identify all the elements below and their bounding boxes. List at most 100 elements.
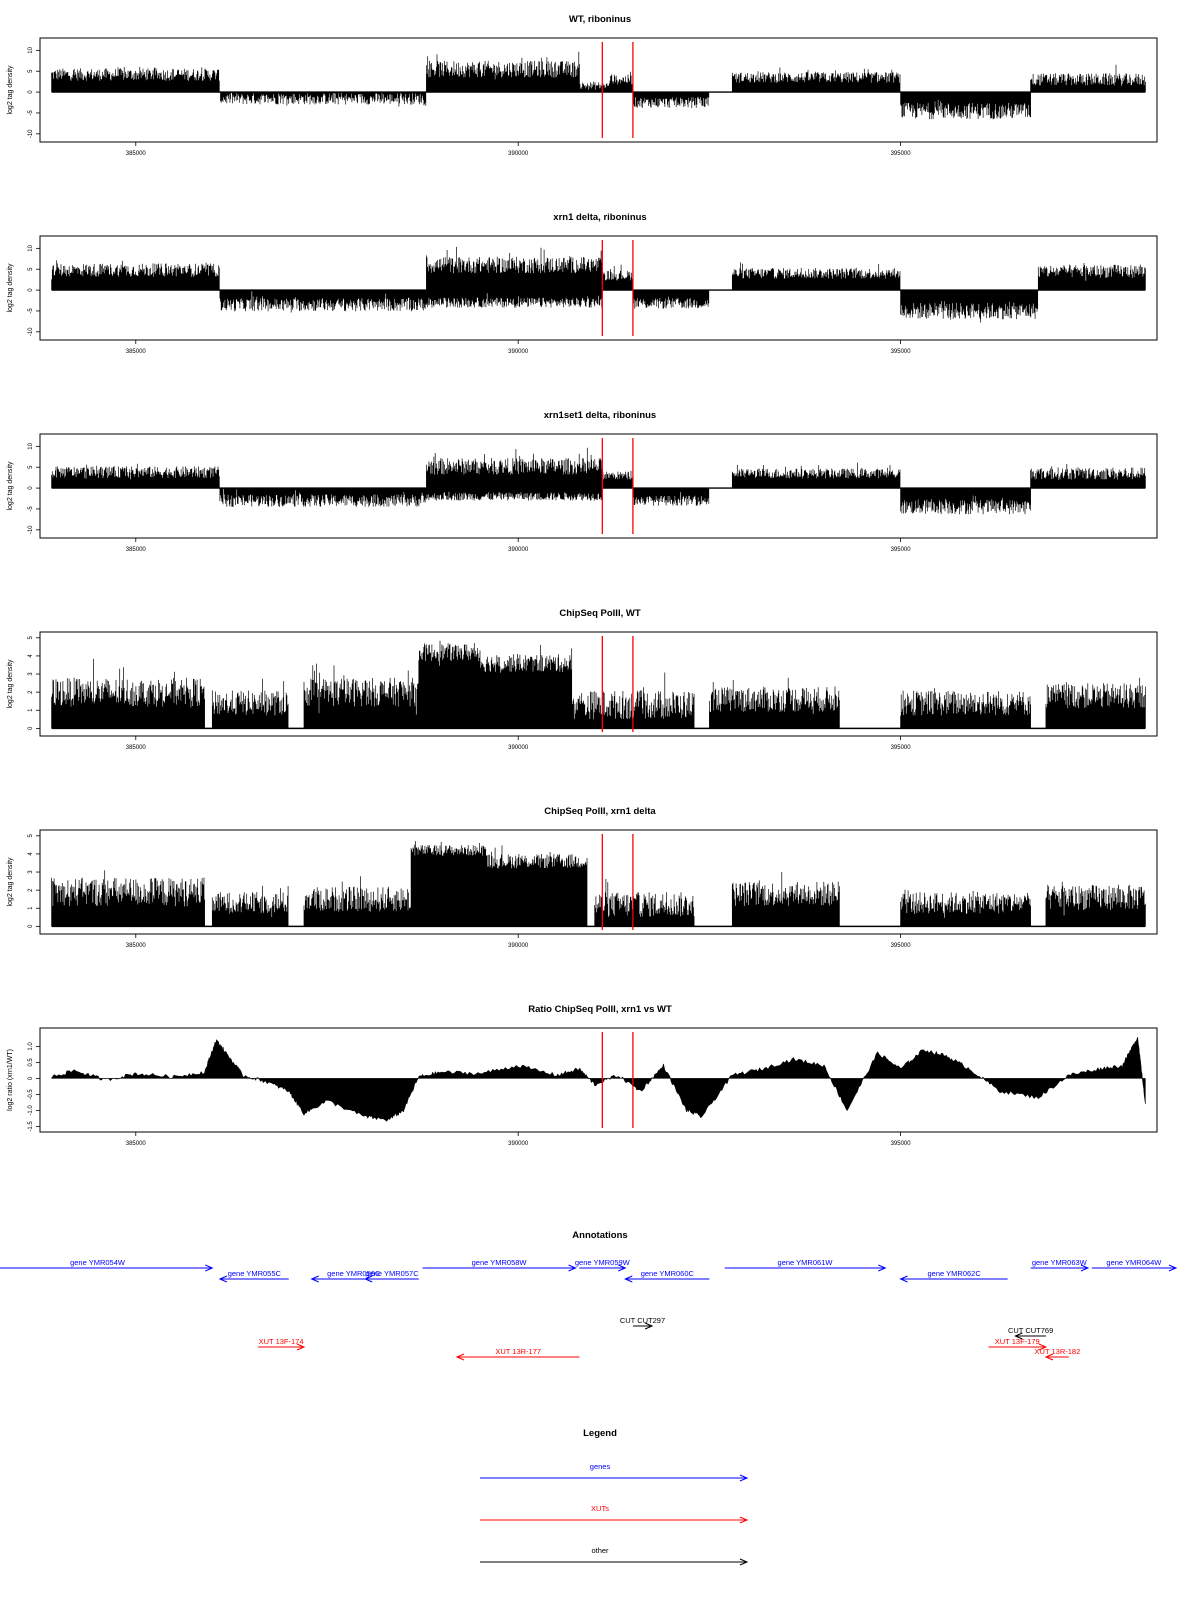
- feature-label: gene YMR063W: [1032, 1258, 1088, 1267]
- arrowhead-icon: [310, 1275, 319, 1283]
- y-tick-label: 2: [28, 690, 34, 694]
- y-tick-label: -10: [28, 525, 34, 534]
- y-tick-label: -5: [28, 308, 34, 314]
- arrowhead-icon: [1038, 1343, 1048, 1351]
- feature-label: gene YMR055C: [228, 1269, 282, 1278]
- y-tick-label: -1.5: [28, 1121, 34, 1132]
- arrowhead-icon: [296, 1343, 306, 1351]
- y-tick-label: -5: [28, 506, 34, 512]
- y-tick-label: 10: [28, 46, 34, 53]
- signal-bars: [51, 246, 1146, 323]
- feature-label: XUT 13R-177: [495, 1347, 541, 1356]
- arrowhead-icon: [878, 1264, 887, 1272]
- chart-title: ChipSeq PolII, WT: [559, 608, 640, 619]
- x-tick-label: 385000: [126, 745, 147, 751]
- y-axis-label: log2 tag density: [7, 659, 14, 709]
- x-tick-label: 395000: [891, 151, 912, 157]
- y-axis-label: log2 tag density: [7, 65, 14, 115]
- x-tick-label: 385000: [126, 547, 147, 553]
- y-axis-label: log2 ratio (xrn1/WT): [7, 1049, 14, 1111]
- arrowhead-icon: [899, 1275, 908, 1283]
- plot-frame: [39, 1027, 1158, 1133]
- y-tick-label: 10: [28, 244, 34, 251]
- legend-label: genes: [590, 1462, 611, 1471]
- y-tick-label: -10: [28, 327, 34, 336]
- feature-label: gene YMR056C: [327, 1269, 381, 1278]
- y-tick-label: 5: [28, 69, 34, 73]
- feature-label: XUT 13F-179: [995, 1337, 1040, 1346]
- chart-title: WT, riboninus: [569, 14, 631, 25]
- ratio-area: [51, 1037, 1146, 1122]
- x-tick-label: 390000: [508, 547, 529, 553]
- y-tick-label: 5: [28, 833, 34, 837]
- plot-frame: [39, 37, 1158, 143]
- arrowhead-icon: [1014, 1332, 1023, 1340]
- legend-panel: Legend genes XUTs other: [480, 1428, 749, 1566]
- y-tick-label: 0: [28, 726, 34, 730]
- chart-panel-0: WT, riboninus 10 5 0 -5 -10 log2 tag density 38…: [7, 14, 1158, 157]
- feature-label: gene YMR054W: [70, 1258, 126, 1267]
- y-axis-label: log2 tag density: [7, 857, 14, 907]
- x-tick-label: 395000: [891, 745, 912, 751]
- feature-label: CUT CUT297: [620, 1316, 665, 1325]
- x-tick-label: 395000: [891, 943, 912, 949]
- plot-frame: [39, 235, 1158, 341]
- arrowhead-icon: [363, 1275, 373, 1283]
- x-tick-label: 385000: [126, 151, 147, 157]
- y-tick-label: 4: [28, 654, 34, 658]
- arrowhead-icon: [1044, 1353, 1054, 1361]
- arrowhead-icon: [739, 1474, 749, 1482]
- y-tick-label: 4: [28, 852, 34, 856]
- arrowhead-icon: [1168, 1264, 1178, 1272]
- feature-label: gene YMR057C: [365, 1269, 419, 1278]
- arrowhead-icon: [205, 1264, 214, 1272]
- x-tick-label: 395000: [891, 1141, 912, 1147]
- feature-label: gene YMR062C: [928, 1269, 982, 1278]
- y-tick-label: 0.5: [28, 1058, 34, 1067]
- arrowhead-icon: [1080, 1264, 1090, 1272]
- feature-label: gene YMR064W: [1106, 1258, 1162, 1267]
- arrowhead-icon: [218, 1275, 228, 1283]
- arrowhead-icon: [739, 1558, 749, 1566]
- x-tick-label: 395000: [891, 349, 912, 355]
- annotations-panel: Annotations gene YMR054W gene YMR055C gene …: [0, 1230, 1178, 1361]
- chart-panel-3: ChipSeq PolII, WT 5 4 3 2 1 0 log2 tag density 3…: [7, 608, 1158, 751]
- x-tick-label: 390000: [508, 349, 529, 355]
- annotations-title: Annotations: [572, 1230, 627, 1241]
- y-tick-label: -10: [28, 129, 34, 138]
- y-tick-label: 2: [28, 888, 34, 892]
- x-tick-label: 395000: [891, 547, 912, 553]
- chart-title: Ratio ChipSeq PolII, xrn1 vs WT: [528, 1004, 672, 1015]
- chart-panel-2: xrn1set1 delta, riboninus 10 5 0 -5 -10 log2 t…: [7, 410, 1158, 553]
- x-tick-label: 390000: [508, 1141, 529, 1147]
- y-tick-label: 0: [28, 288, 34, 292]
- arrowhead-icon: [623, 1275, 633, 1283]
- x-tick-label: 385000: [126, 349, 147, 355]
- feature-label: gene YMR058W: [472, 1258, 528, 1267]
- y-tick-label: -5: [28, 110, 34, 116]
- y-tick-label: 0: [28, 924, 34, 928]
- y-tick-label: 1: [28, 708, 34, 712]
- feature-label: gene YMR060C: [641, 1269, 695, 1278]
- y-tick-label: 5: [28, 267, 34, 271]
- signal-bars: [51, 447, 1146, 515]
- x-tick-label: 385000: [126, 943, 147, 949]
- y-tick-label: 10: [28, 442, 34, 449]
- arrowhead-icon: [739, 1516, 749, 1524]
- y-tick-label: 3: [28, 870, 34, 874]
- chart-panel-4: ChipSeq PolII, xrn1 delta 5 4 3 2 1 0 log2 tag …: [7, 806, 1158, 949]
- x-tick-label: 390000: [508, 745, 529, 751]
- y-tick-label: -1.0: [28, 1105, 34, 1116]
- arrowhead-icon: [455, 1353, 465, 1361]
- x-tick-label: 390000: [508, 943, 529, 949]
- signal-bars: [51, 841, 1146, 927]
- x-tick-label: 385000: [126, 1141, 147, 1147]
- y-tick-label: -0.5: [28, 1089, 34, 1100]
- y-tick-label: 0: [28, 1076, 34, 1080]
- y-tick-label: 1: [28, 906, 34, 910]
- plot-frame: [39, 433, 1158, 539]
- y-axis-label: log2 tag density: [7, 263, 14, 313]
- feature-label: CUT CUT769: [1008, 1326, 1053, 1335]
- feature-label: XUT 13F-174: [259, 1337, 304, 1346]
